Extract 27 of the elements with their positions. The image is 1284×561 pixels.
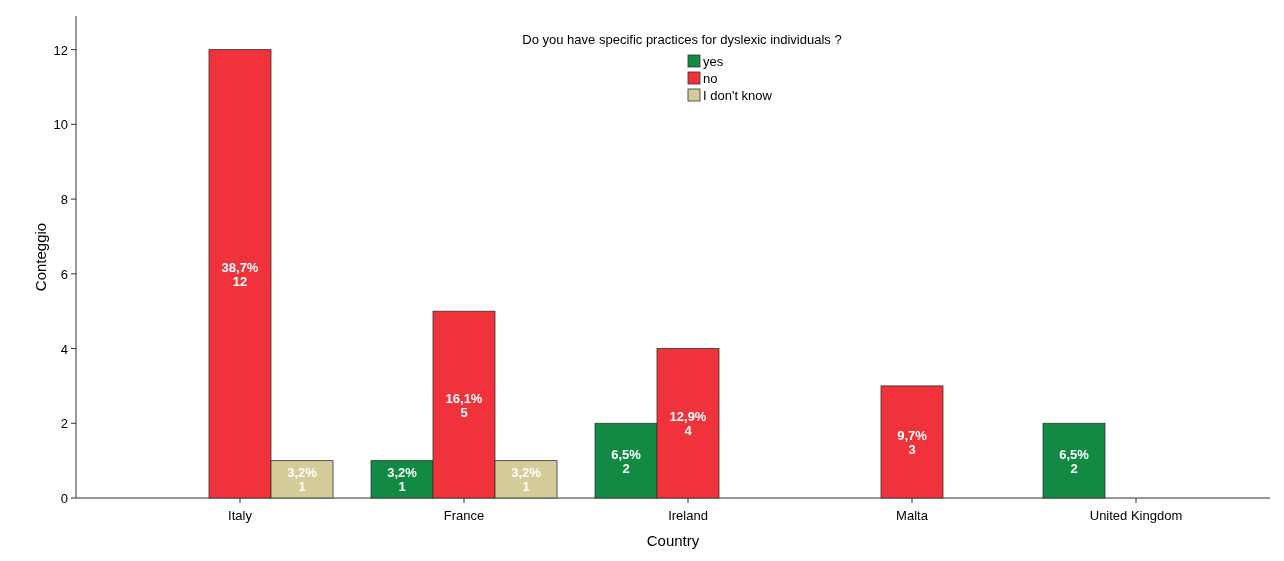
data-label: 3,2% 1 [511, 465, 542, 495]
x-tick-label: Malta [896, 508, 929, 523]
y-tick-label: 4 [60, 341, 68, 357]
data-label: 3,2% 1 [387, 465, 418, 495]
data-label: 16,1% 5 [445, 390, 483, 420]
legend-title: Do you have specific practices for dyslexic individuals ? [522, 32, 842, 47]
y-tick-label: 12 [53, 42, 68, 58]
y-tick-label: 0 [60, 491, 68, 506]
legend-label: yes [703, 54, 724, 69]
data-label: 9,7% 3 [897, 427, 928, 457]
legend-label: no [703, 71, 718, 86]
x-tick-label: Italy [228, 508, 253, 523]
x-tick-label: Ireland [668, 508, 708, 523]
y-tick-label: 8 [60, 192, 68, 208]
data-label: 6,5% 2 [1059, 446, 1090, 476]
data-label: 12,9% 4 [669, 409, 707, 439]
y-tick-label: 10 [53, 117, 68, 133]
y-tick-label: 6 [60, 266, 68, 282]
data-label: 38,7% 12 [221, 259, 259, 289]
legend-label: I don't know [703, 88, 773, 103]
y-tick-label: 2 [60, 416, 68, 432]
data-label: 6,5% 2 [611, 446, 642, 476]
x-axis-title: Country [646, 532, 700, 549]
x-tick-label: United Kingdom [1089, 508, 1183, 523]
data-label: 3,2% 1 [287, 465, 318, 495]
y-axis-title: Conteggio [32, 222, 49, 292]
x-tick-label: France [443, 508, 485, 523]
